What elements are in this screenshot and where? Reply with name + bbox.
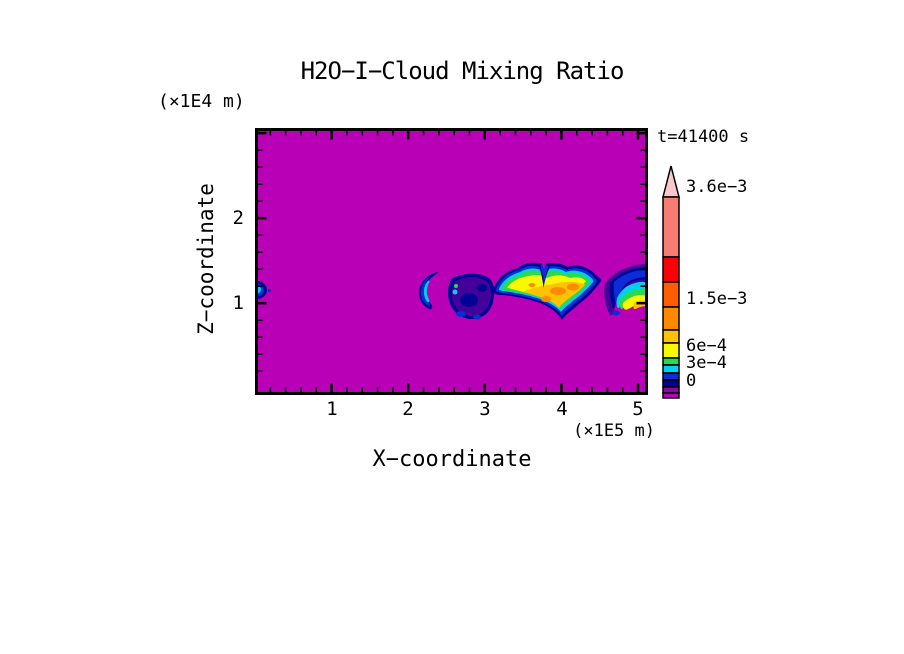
plot-background [255,128,648,395]
cloud-orange-spot-3 [541,296,551,302]
plot-area [255,128,648,395]
x-axis-unit: (×1E5 m) [573,421,655,441]
colorbar-label-6e-4: 6e−4 [686,336,727,356]
cloud-orange-spot-2 [567,283,579,291]
x-tick-label-4: 4 [556,398,568,420]
cloud-notch-gap [541,262,547,269]
feature-low-mixing-pocket [448,273,495,320]
cloud-notch-blue [540,264,549,285]
colorbar-overflow-cap [662,165,680,198]
pocket-cyan-dot [452,289,458,295]
cloud-orange-spot-4 [528,283,536,287]
x-tick-label-2: 2 [402,398,414,420]
crescent-blue [421,275,434,306]
y-tick-label-1: 1 [232,292,244,314]
colorbar-segment-blue [662,372,680,381]
feature-detached-crescent [419,272,438,310]
colorbar-segment-yellow [662,342,680,359]
x-axis-title: X−coordinate [372,447,532,472]
colorbar-segment-green [662,357,680,366]
colorbar-segment-magenta [662,392,680,399]
colorbar-segment-dkorange [662,281,680,308]
crescent-cyan [423,280,430,303]
y-axis-unit: (×1E4 m) [158,91,245,112]
x-tick-label-1: 1 [326,398,338,420]
feature-main-anvil-cloud [492,262,602,320]
pocket-blue-bit-2 [473,314,481,320]
x-tick-label-3: 3 [479,398,491,420]
plot-frame [255,128,648,395]
colorbar-segment-salmon [662,196,680,258]
time-annotation: t=41400 s [657,127,750,147]
colorbar-segment-navy [662,379,680,388]
swoosh-blue-dot [612,310,620,316]
colorbar-label-3.6e-3: 3.6e−3 [686,177,748,197]
pocket-green-dot [454,284,458,288]
y-axis-title: Z−coordinate [194,183,218,335]
colorbar-segment-red [662,256,680,283]
swoosh-cyan-streak [616,281,648,309]
speck-dot [268,289,271,292]
colorbar-segment-purple [662,386,680,394]
cloud-orange-spot-1 [550,287,566,295]
colorbar-label-1.5e-3: 1.5e−3 [686,289,748,309]
colorbar-label-0: 0 [686,371,697,391]
colorbar-label-3e-4: 3e−4 [686,353,727,373]
colorbar-segment-orange [662,306,680,331]
swoosh-blue-band [613,270,648,304]
pocket-blue-bit [456,311,466,317]
colorbar-segments [662,196,680,399]
pocket-navy-patch [460,293,478,307]
colorbar-segment-cyan [662,364,680,374]
colorbar-segment-gold [662,329,680,344]
chart-title: H2O−I−Cloud Mixing Ratio [300,57,625,85]
y-tick-label-2: 2 [232,207,244,229]
pocket-navy-patch-2 [477,284,487,292]
colorbar [662,165,680,399]
x-tick-label-5: 5 [632,398,644,420]
feature-right-swoosh [604,264,648,316]
